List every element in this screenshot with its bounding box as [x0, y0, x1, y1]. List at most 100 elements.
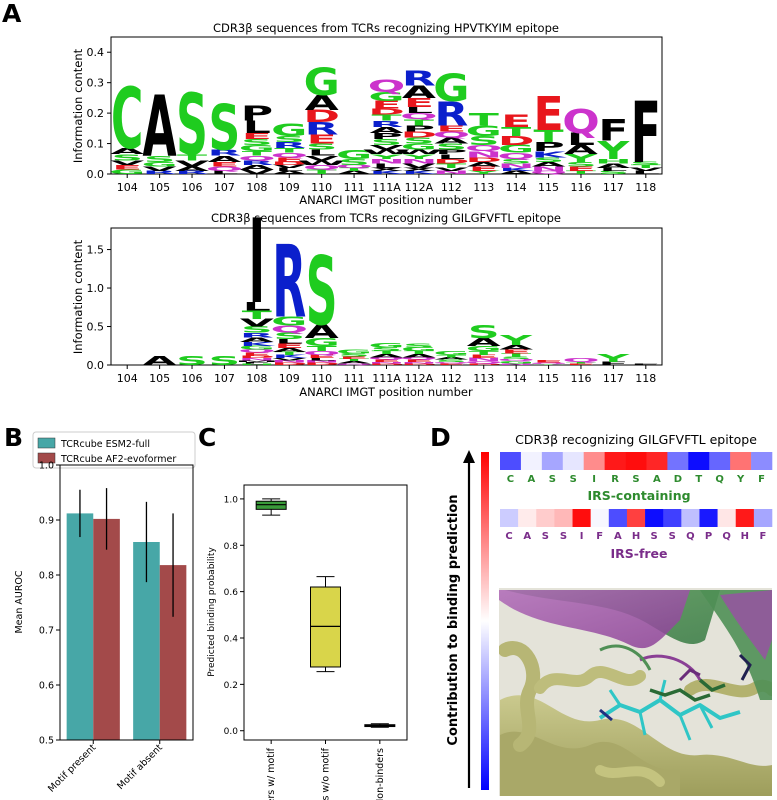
- logo-letter-N: N: [465, 150, 502, 159]
- logo-letter-G: G: [304, 336, 340, 348]
- residue-label: R: [611, 474, 619, 485]
- logo-letter-D: D: [498, 134, 535, 149]
- logo-letter-Q: Q: [400, 112, 437, 121]
- y-tick-label: 0.8: [39, 571, 54, 582]
- logo-letter-S: S: [273, 331, 305, 341]
- logo-letter-L: L: [405, 106, 433, 115]
- logo-letter-T: T: [534, 127, 564, 147]
- logo-letter-A: A: [434, 136, 469, 145]
- heat-cell: [562, 452, 584, 470]
- y-tick-label: 0.4: [87, 46, 105, 59]
- logo-letter-P: P: [370, 132, 402, 141]
- logo-letter-W: W: [362, 149, 411, 156]
- logo-letter-A: A: [143, 78, 177, 176]
- logo-letter-T: T: [566, 362, 597, 364]
- logo-letter-Y: Y: [564, 152, 598, 164]
- logo-letter-Q: Q: [238, 155, 275, 162]
- x-tick-label: 114: [506, 181, 527, 194]
- box-x-axis: Binders w/ motif Binders w/o motif Non-bin…: [266, 740, 386, 800]
- logo-letter-Y: Y: [499, 332, 533, 348]
- logo-letter-T: T: [274, 351, 305, 356]
- legend-swatch-esm: [37, 437, 56, 449]
- y-tick-label: 0.4: [224, 635, 239, 645]
- logo-letter-T: T: [469, 350, 500, 356]
- contribution-ylabel: Contribution to binding prediction: [446, 494, 461, 745]
- logo-letter-G: G: [401, 346, 437, 352]
- x-tick-label: Binders w/ motif: [266, 747, 277, 800]
- logo-letter-Q: Q: [465, 361, 503, 365]
- logo-letter-Q: Q: [238, 349, 276, 354]
- box-y-axis: 0.0 0.2 0.4 0.6 0.8 1.0: [224, 495, 244, 737]
- heat-row2-label: IRS-free: [610, 546, 667, 561]
- heat-cell: [625, 452, 647, 470]
- logo-letter-V: V: [240, 317, 274, 329]
- logo-letter-K: K: [240, 341, 277, 347]
- logo-letter-Q: Q: [271, 324, 309, 335]
- panel-label-d: D: [430, 423, 451, 452]
- logo-letter-A: A: [240, 164, 275, 171]
- logo-letter-E: E: [274, 156, 304, 163]
- logo-letter-Q: Q: [465, 144, 502, 153]
- legend-label-esm: TCRcube ESM2-full: [60, 439, 150, 450]
- x-tick-label: 109: [279, 181, 300, 194]
- logo-letter-S: S: [371, 346, 403, 352]
- logo-letter-A: A: [499, 344, 534, 351]
- x-tick-label: 111: [344, 372, 365, 385]
- logo-letter-S: S: [241, 325, 273, 335]
- residue-label: S: [632, 474, 639, 485]
- logo-letter-P: P: [403, 124, 435, 133]
- logo-letter-L: L: [243, 300, 271, 314]
- logo1-title: CDR3β sequences from TCRs recognizing HP…: [213, 21, 559, 35]
- logo-letter-Y: Y: [596, 352, 630, 364]
- heat-cell: [667, 452, 689, 470]
- logo-letter-G: G: [433, 66, 469, 110]
- y-tick-label: 0.0: [224, 727, 239, 737]
- logo-letter-Y: Y: [369, 153, 404, 160]
- y-tick-label: 0.0: [87, 359, 105, 372]
- logo-letter-Y: Y: [402, 153, 437, 160]
- logo-letter-E: E: [533, 360, 563, 364]
- logo-letter-Q: Q: [433, 130, 470, 139]
- logo-letter-N: N: [238, 358, 275, 362]
- logo-letter-V: V: [402, 162, 437, 169]
- logo-letter-T: T: [371, 113, 402, 122]
- logo-letter-N: N: [400, 158, 437, 165]
- logo-letter-W: W: [395, 149, 444, 156]
- logo-letter-Q: Q: [271, 152, 308, 159]
- x-tick-label: 117: [603, 181, 624, 194]
- logo-letter-F: F: [598, 361, 628, 366]
- residue-label: A: [614, 531, 622, 542]
- panel-label-b: B: [4, 423, 23, 452]
- x-tick-label: 110: [311, 372, 332, 385]
- logo-letter-V: V: [175, 159, 210, 168]
- logo-letter-S: S: [435, 142, 467, 151]
- logo-letter-S: S: [500, 158, 532, 165]
- logo2-x-axis: 104 105 106 107 108 109 110 111 111A 112A 112 113 11…: [117, 365, 656, 385]
- logo-letter-S: S: [306, 237, 338, 347]
- y-tick-label: 0.1: [87, 138, 105, 151]
- logo-letter-S: S: [435, 359, 467, 363]
- logo1-xlabel: ANARCI IMGT position number: [299, 193, 473, 207]
- logo-letter-A: A: [467, 161, 502, 168]
- x-tick-label: 107: [214, 372, 235, 385]
- logo-letter-N: N: [498, 363, 535, 365]
- logo-letter-G: G: [466, 345, 502, 353]
- logo-letter-S: S: [209, 353, 241, 368]
- logo-letter-G: G: [368, 89, 404, 104]
- logo-letter-R: R: [272, 225, 306, 341]
- logo-chart-gilgfvftl: CDR3β sequences from TCRs recognizing GI…: [71, 195, 663, 399]
- logo2-title: CDR3β sequences from TCRs recognizing GI…: [211, 211, 561, 225]
- logo-letter-S: S: [630, 161, 662, 166]
- logo-letter-V: V: [110, 159, 145, 166]
- logo-letter-D: D: [303, 362, 340, 366]
- logo-letter-V: V: [305, 155, 340, 162]
- logo-letter-S: S: [176, 77, 208, 175]
- logo-letter-N: N: [433, 170, 470, 175]
- legend-label-af2: TCRcube AF2-evoformer: [60, 454, 176, 465]
- logo-letter-T: T: [436, 354, 467, 358]
- logo-letter-Y: Y: [596, 136, 630, 165]
- logo-letter-V: V: [240, 168, 275, 175]
- logo-letter-L: L: [437, 153, 465, 160]
- logo-letter-A: A: [337, 170, 372, 175]
